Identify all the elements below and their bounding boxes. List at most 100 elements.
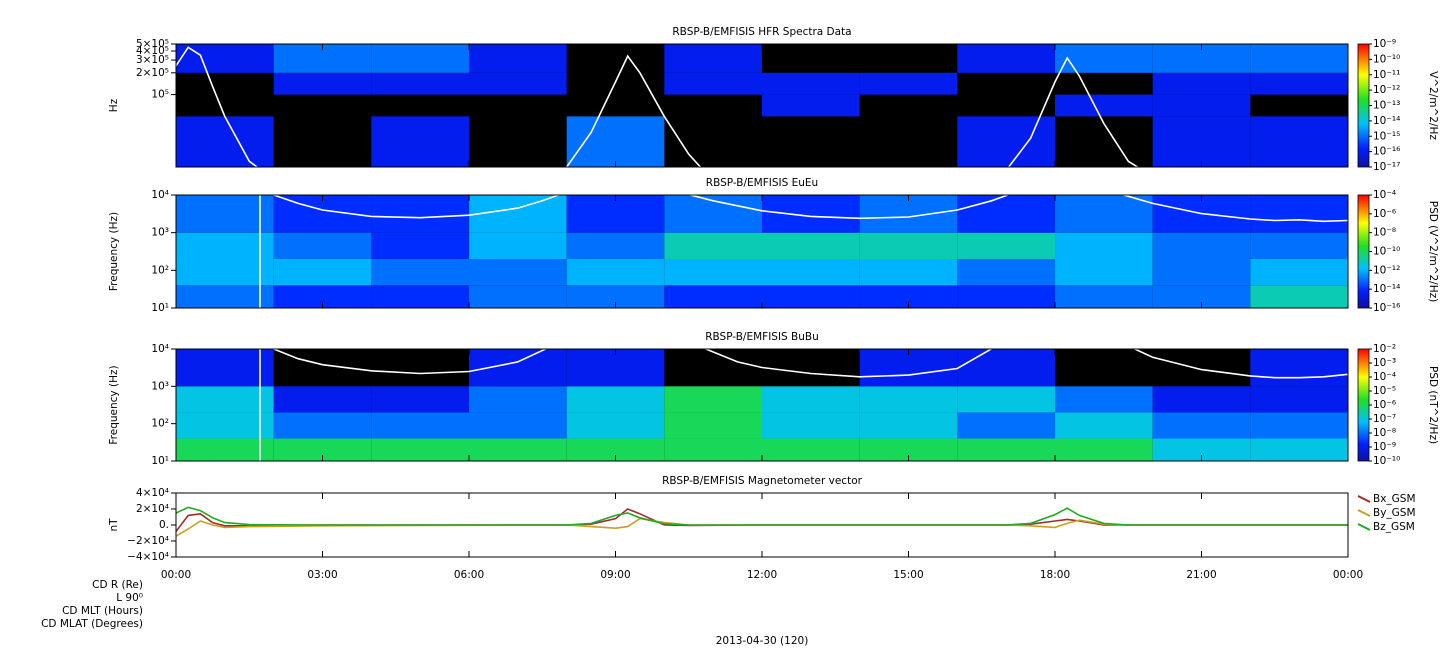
curve [259, 349, 1348, 461]
panel-title: RBSP-B/EMFISIS EuEu [706, 177, 818, 189]
heatmap-cell [1250, 285, 1348, 308]
series-line [176, 508, 1348, 532]
heatmap-cell [469, 195, 567, 233]
heatmap-cell [1055, 232, 1153, 259]
heatmap-cell [1055, 94, 1153, 117]
heatmap-cell [957, 386, 1055, 413]
colorbar-tick-label: 10⁻² [1373, 343, 1396, 355]
y-tick-label: 4×10⁴ [136, 487, 169, 499]
heatmap-cell [566, 232, 665, 259]
panel-title: RBSP-B/EMFISIS BuBu [705, 331, 819, 343]
heatmap-cell [176, 349, 274, 387]
y-tick-label: 10⁴ [151, 189, 169, 201]
series-line [176, 506, 1348, 526]
heatmap-cell [469, 285, 567, 308]
heatmap-cell [664, 72, 762, 95]
colorbar-label: PSD (V^2/m^2/Hz) [1427, 201, 1439, 302]
heatmap-cell [566, 116, 665, 167]
heatmap-cell [176, 412, 274, 439]
heatmap-cell [273, 232, 372, 259]
ephemeris-label: L 90⁰ [116, 592, 143, 604]
heatmap-cell [859, 412, 958, 439]
x-tick-label: 21:00 [1186, 569, 1216, 581]
y-tick-label: 10³ [151, 227, 169, 239]
heatmap-cell [273, 285, 372, 308]
heatmap-cell [859, 72, 958, 95]
y-tick-label: 10⁵ [151, 89, 169, 101]
y-tick-label: 10¹ [151, 455, 169, 467]
heatmap-cell [1152, 285, 1251, 308]
heatmap-cell [469, 349, 567, 387]
heatmap-cell [469, 386, 567, 413]
x-tick-label: 06:00 [454, 569, 484, 581]
heatmap-cell [957, 412, 1055, 439]
colorbar-tick-label: 10⁻⁹ [1373, 38, 1396, 50]
heatmap-cell [1250, 412, 1348, 439]
heatmap-cell [859, 438, 958, 461]
y-axis-label: Hz [108, 98, 120, 112]
heatmap-cell [566, 412, 665, 439]
colorbar-tick-label: 10⁻⁴ [1373, 371, 1396, 383]
heatmap-cell [664, 258, 762, 286]
y-axis-label: Frequency (Hz) [108, 212, 120, 291]
heatmap-cell [664, 285, 762, 308]
colorbar-tick-label: 10⁻³ [1373, 357, 1396, 369]
plot-area [176, 493, 1348, 557]
y-tick-label: 3×10⁵ [136, 54, 169, 66]
colorbar [1357, 348, 1370, 462]
colorbar-tick-label: 10⁻¹² [1373, 84, 1400, 96]
heatmap-cell [664, 232, 762, 259]
heatmap-cell [1055, 438, 1153, 461]
heatmap-cell [371, 232, 469, 259]
heatmap-cell [273, 258, 372, 286]
heatmap-cell [762, 386, 860, 413]
heatmap-cell [957, 285, 1055, 308]
y-tick-label: 10² [151, 418, 169, 430]
plot-area [176, 349, 1348, 461]
heatmap-cell [371, 258, 469, 286]
ephemeris-label: CD R (Re) [92, 579, 143, 591]
heatmap-cell [664, 44, 762, 73]
heatmap-cell [1152, 412, 1251, 439]
heatmap-cell [762, 285, 860, 308]
heatmap-cell [273, 412, 372, 439]
y-tick-label: 2×10⁴ [136, 503, 169, 515]
heatmap-cell [1055, 412, 1153, 439]
heatmap-cell [469, 72, 567, 95]
heatmap-cell [1152, 438, 1251, 461]
heatmap-cell [176, 285, 274, 308]
x-tick-label: 18:00 [1040, 569, 1070, 581]
heatmap-cell [371, 285, 469, 308]
y-tick-label: −2×10⁴ [127, 535, 169, 547]
heatmap-cell [762, 72, 860, 95]
heatmap-cell [469, 232, 567, 259]
x-tick-label: 15:00 [893, 569, 923, 581]
heatmap-cell [469, 258, 567, 286]
colorbar-tick-label: 10⁻¹³ [1373, 100, 1400, 112]
heatmap-cell [957, 116, 1055, 167]
x-axis-label: 2013-04-30 (120) [716, 635, 809, 647]
heatmap-cell [566, 258, 665, 286]
heatmap-cell [176, 44, 274, 73]
x-tick-label: 03:00 [307, 569, 337, 581]
legend-label: Bx_GSM [1373, 493, 1416, 505]
y-tick-label: 5×10⁵ [136, 38, 169, 50]
heatmap-cell [859, 232, 958, 259]
heatmap-cell [1152, 94, 1251, 117]
heatmap-cell [1055, 195, 1153, 233]
heatmap-cell [957, 349, 1055, 387]
colorbar-tick-label: 10⁻⁹ [1373, 441, 1396, 453]
colorbar-tick-label: 10⁻¹⁵ [1373, 130, 1400, 142]
colorbar-tick-label: 10⁻¹¹ [1373, 69, 1400, 81]
curve [176, 46, 1140, 167]
x-tick-label: 09:00 [600, 569, 630, 581]
heatmap-cell [859, 195, 958, 233]
heatmap-cell [859, 285, 958, 308]
y-axis-label: nT [108, 518, 120, 532]
y-tick-label: −4×10⁴ [127, 551, 169, 563]
heatmap-cell [762, 232, 860, 259]
heatmap-cell [176, 195, 274, 233]
plot-area [176, 44, 1348, 167]
heatmap-cell [859, 386, 958, 413]
heatmap-cell [859, 258, 958, 286]
